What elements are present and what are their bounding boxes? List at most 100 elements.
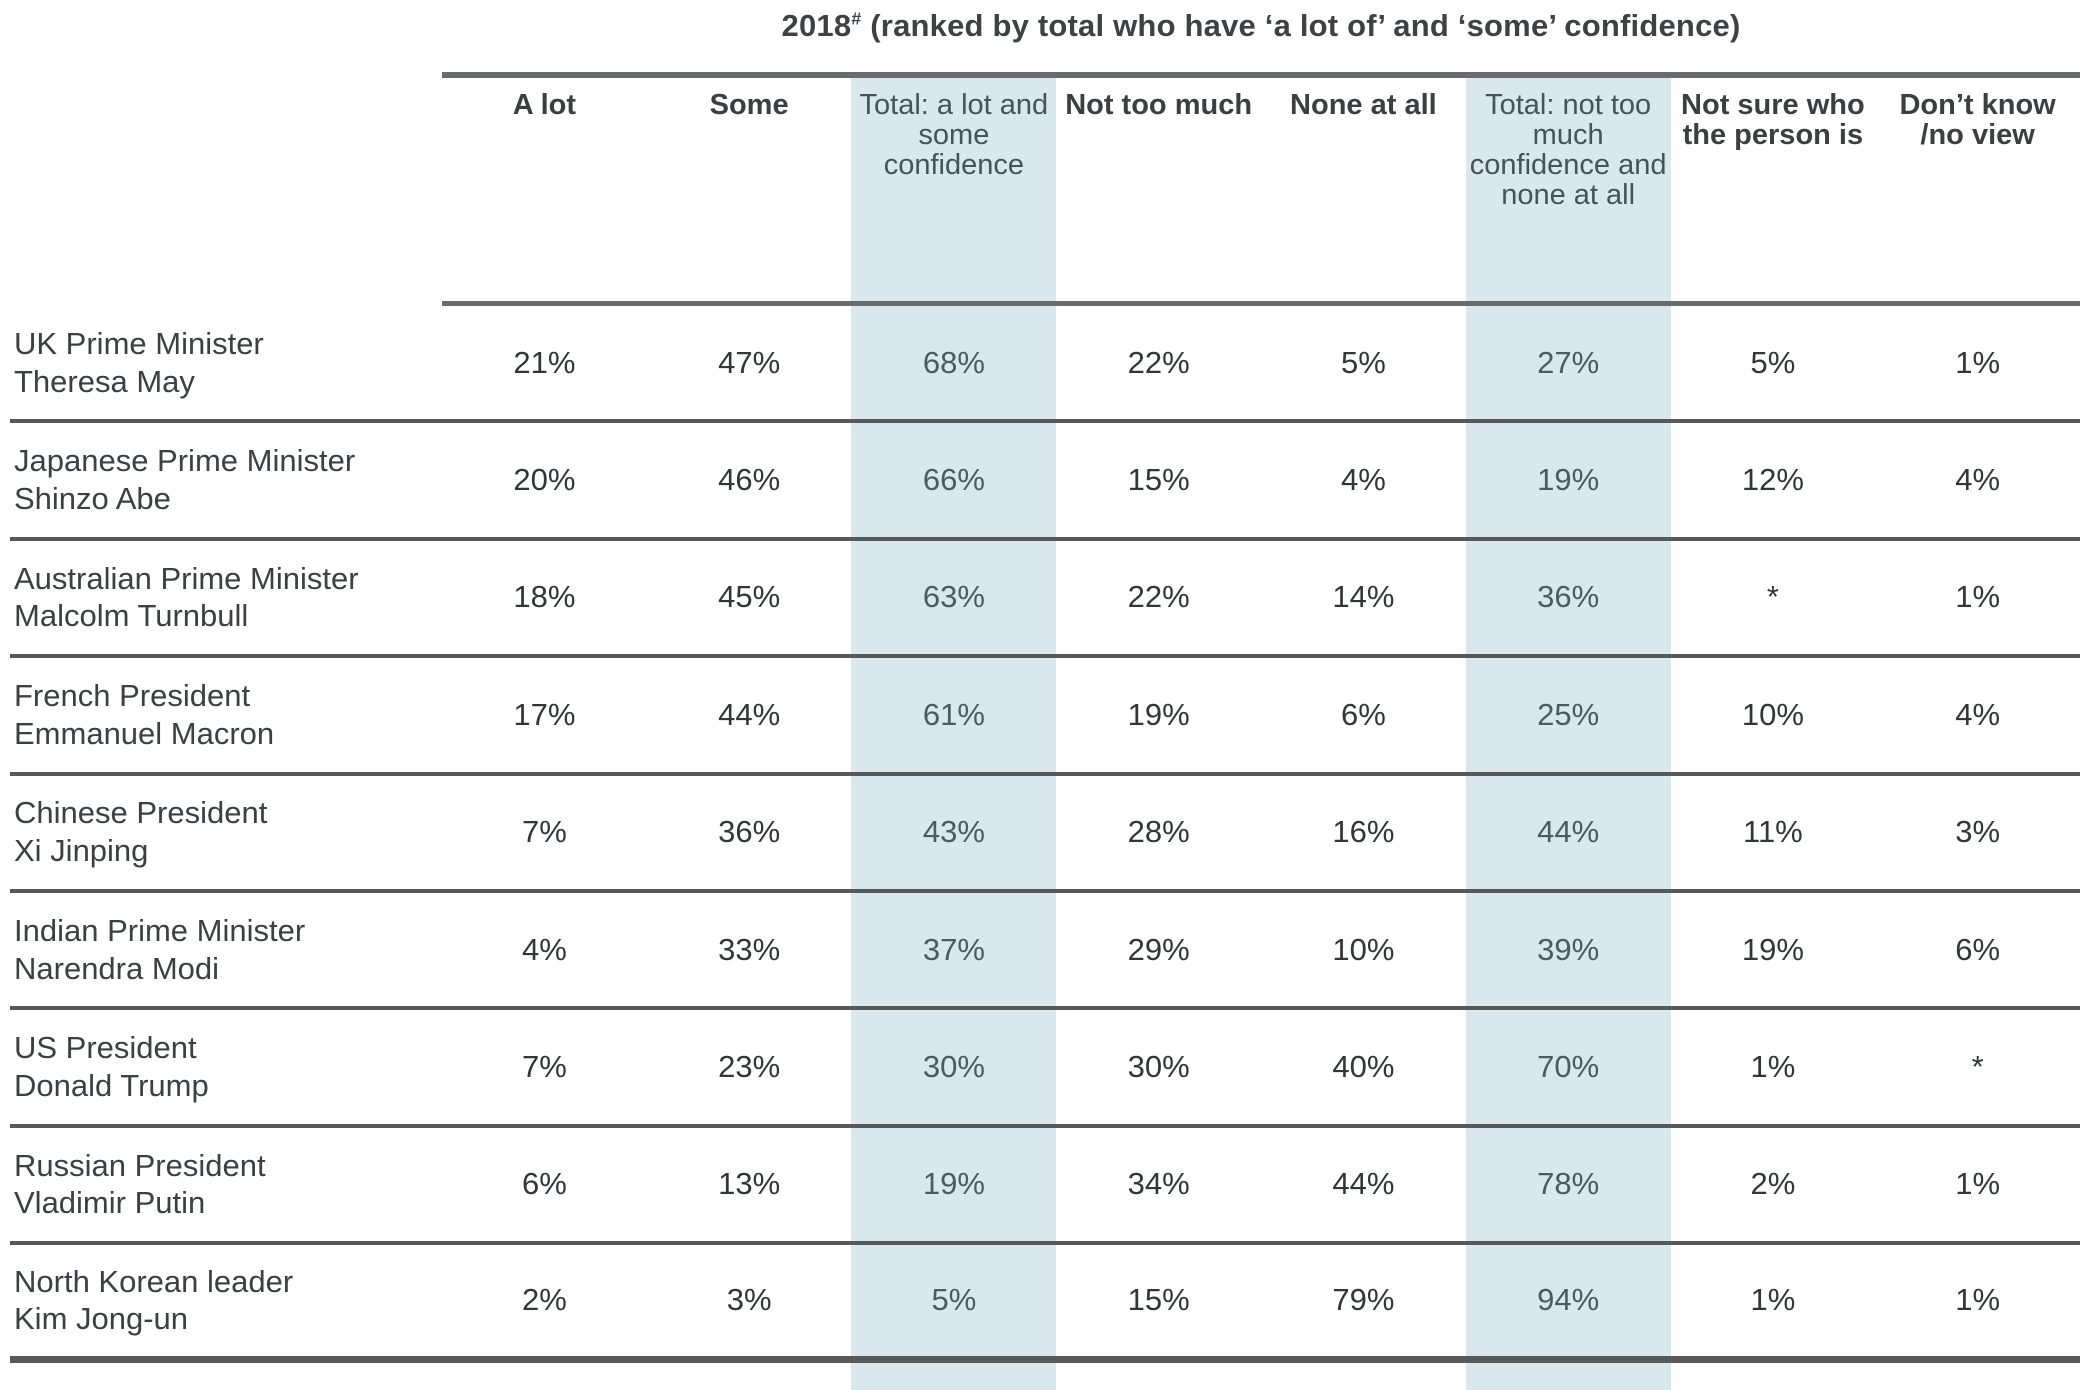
value-cell: 47% [646,306,852,424]
value-cell: 25% [1465,658,1671,776]
value-cell: 5% [1670,306,1876,424]
value-cell: 19% [851,1128,1057,1246]
header-not-sure: Not sure who the person is [1670,72,1876,306]
value-cell: 22% [1056,306,1261,424]
value-cell: 79% [1261,1245,1466,1363]
leader-title: Russian President [14,1147,266,1183]
value-cell: 16% [1261,776,1466,893]
value-cell: 37% [851,893,1057,1011]
leader-title: UK Prime Minister [14,325,264,361]
value-cell: 13% [646,1128,852,1246]
value-cell: 15% [1056,423,1261,541]
value-cell: 19% [1465,423,1671,541]
value-cell: 30% [851,1010,1057,1128]
value-cell: 5% [851,1245,1057,1363]
page-title: 2018# (ranked by total who have ‘a lot o… [442,8,2080,44]
leader-title: Australian Prime Minister [14,560,359,596]
header-total-no-confidence: Total: not too much confidence and none … [1465,72,1671,306]
value-cell: 46% [646,423,852,541]
leader-title: US President [14,1030,197,1066]
value-cell: 19% [1670,893,1876,1011]
leader-cell-kim-jong-un: North Korean leader Kim Jong-un [10,1245,442,1363]
leader-name: Shinzo Abe [14,481,171,517]
value-cell: 2% [442,1245,647,1363]
value-cell: 36% [1465,541,1671,659]
title-year: 2018 [781,8,852,43]
leader-name: Malcolm Turnbull [14,598,249,634]
leader-name: Narendra Modi [14,950,220,986]
title-text: (ranked by total who have ‘a lot of’ and… [861,8,1741,43]
value-cell: 11% [1670,776,1876,893]
value-cell: 23% [646,1010,852,1128]
value-cell: 94% [1465,1245,1671,1363]
leader-cell-theresa-may: UK Prime Minister Theresa May [10,306,442,424]
value-cell: 70% [1465,1010,1671,1128]
header-none-at-all: None at all [1261,72,1466,306]
leader-title: Japanese Prime Minister [14,443,356,479]
value-cell: 1% [1670,1010,1876,1128]
leader-cell-emmanuel-macron: French President Emmanuel Macron [10,658,442,776]
value-cell: 27% [1465,306,1671,424]
leader-name: Xi Jinping [14,833,149,869]
value-cell: 3% [1875,776,2080,893]
value-cell: 7% [442,1010,647,1128]
value-cell: 19% [1056,658,1261,776]
leader-cell-xi-jinping: Chinese President Xi Jinping [10,776,442,893]
value-cell: 2% [1670,1128,1876,1246]
leader-cell-malcolm-turnbull: Australian Prime Minister Malcolm Turnbu… [10,541,442,659]
value-cell: 7% [442,776,647,893]
value-cell: 12% [1670,423,1876,541]
value-cell: 30% [1056,1010,1261,1128]
confidence-table: A lot Some Total: a lot and some confide… [10,72,2080,1363]
value-cell: 21% [442,306,647,424]
value-cell: 44% [646,658,852,776]
leader-title: Chinese President [14,795,268,831]
value-cell: 1% [1875,1128,2080,1246]
value-cell: 28% [1056,776,1261,893]
highlight-band-total-confidence [851,72,1056,1390]
header-dont-know: Don’t know /no view [1875,72,2080,306]
leader-name: Vladimir Putin [14,1185,206,1221]
header-empty-cell [10,72,442,306]
value-cell: 68% [851,306,1057,424]
value-cell: 33% [646,893,852,1011]
value-cell: 61% [851,658,1057,776]
title-footnote-marker: # [851,8,862,29]
leader-title: French President [14,678,251,714]
value-cell: 18% [442,541,647,659]
leader-cell-donald-trump: US President Donald Trump [10,1010,442,1128]
value-cell: 17% [442,658,647,776]
value-cell: 78% [1465,1128,1671,1246]
value-cell: 44% [1261,1128,1466,1246]
value-cell: 1% [1875,1245,2080,1363]
leader-cell-narendra-modi: Indian Prime Minister Narendra Modi [10,893,442,1011]
value-cell: 4% [1875,658,2080,776]
value-cell: * [1670,541,1876,659]
value-cell: 22% [1056,541,1261,659]
header-total-confidence: Total: a lot and some confidence [851,72,1057,306]
value-cell: 63% [851,541,1057,659]
header-some: Some [646,72,852,306]
value-cell: 1% [1875,306,2080,424]
value-cell: 4% [1261,423,1466,541]
leader-cell-shinzo-abe: Japanese Prime Minister Shinzo Abe [10,423,442,541]
header-not-too-much: Not too much [1056,72,1261,306]
leader-cell-vladimir-putin: Russian President Vladimir Putin [10,1128,442,1246]
value-cell: 20% [442,423,647,541]
value-cell: 5% [1261,306,1466,424]
leader-title: North Korean leader [14,1263,294,1299]
value-cell: 4% [1875,423,2080,541]
value-cell: 29% [1056,893,1261,1011]
leader-name: Donald Trump [14,1068,209,1104]
value-cell: * [1875,1010,2080,1128]
value-cell: 6% [1875,893,2080,1011]
value-cell: 10% [1261,893,1466,1011]
value-cell: 6% [1261,658,1466,776]
header-a-lot: A lot [442,72,647,306]
value-cell: 3% [646,1245,852,1363]
value-cell: 43% [851,776,1057,893]
value-cell: 4% [442,893,647,1011]
value-cell: 45% [646,541,852,659]
value-cell: 44% [1465,776,1671,893]
